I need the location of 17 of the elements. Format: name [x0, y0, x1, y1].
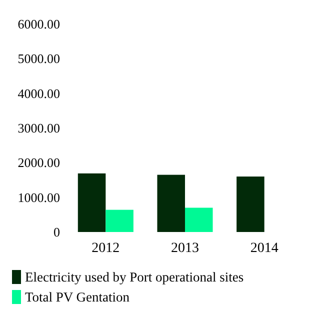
x-tick-label: 2012 — [92, 241, 120, 256]
x-tick-label: 2013 — [171, 241, 199, 256]
y-tick-label: 0 — [54, 224, 60, 240]
bar — [157, 174, 185, 232]
bar — [106, 210, 134, 232]
y-tick-label: 6000.00 — [18, 16, 60, 32]
y-tick-label: 2000.00 — [18, 155, 60, 170]
legend-label: Electricity used by Port operational sites — [25, 270, 244, 285]
bar — [78, 173, 106, 232]
bar — [236, 176, 264, 232]
x-tick-label: 2014 — [250, 241, 278, 256]
legend-label: Total PV Gentation — [25, 290, 130, 305]
bar — [185, 208, 213, 232]
y-tick-label: 1000.00 — [18, 190, 60, 205]
y-tick-label: 5000.00 — [18, 51, 60, 66]
y-tick-label: 4000.00 — [18, 86, 60, 101]
y-tick-label: 3000.00 — [18, 120, 60, 136]
